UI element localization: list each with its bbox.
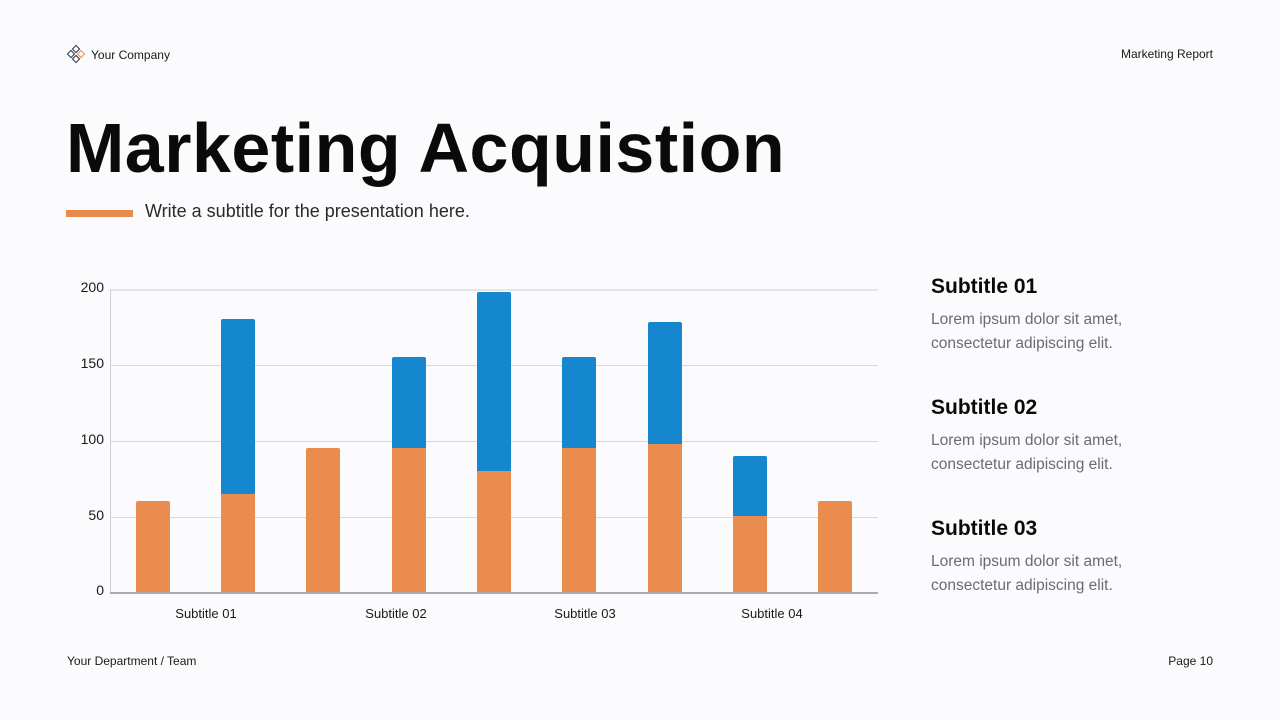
bar-segment-blue <box>477 292 511 471</box>
bar-column <box>477 0 511 592</box>
bar-column <box>221 0 255 592</box>
bar-segment-blue <box>391 357 426 449</box>
bar-column <box>391 0 426 592</box>
x-label-subtitle-01: Subtitle 01 <box>175 606 237 621</box>
note-subtitle-03: Subtitle 03 Lorem ipsum dolor sit amet, … <box>931 516 1231 598</box>
bar-column <box>733 0 767 592</box>
note-body-line: Lorem ipsum dolor sit amet, <box>931 311 1123 328</box>
page-title: Marketing Acquistion <box>66 109 786 187</box>
company-name: Your Company <box>91 48 170 62</box>
note-title: Subtitle 01 <box>931 275 1038 298</box>
note-subtitle-02: Subtitle 02 Lorem ipsum dolor sit amet, … <box>931 395 1231 477</box>
bar-column <box>818 0 853 592</box>
bar-segment-orange <box>306 448 341 592</box>
y-tick-100: 100 <box>80 431 104 447</box>
bar-segment-blue <box>733 455 767 517</box>
bar-column <box>647 0 682 592</box>
gridline-200 <box>110 289 878 291</box>
y-tick-150: 150 <box>80 355 104 371</box>
x-label-subtitle-04: Subtitle 04 <box>741 606 803 621</box>
note-title: Subtitle 02 <box>931 396 1038 419</box>
note-subtitle-01: Subtitle 01 Lorem ipsum dolor sit amet, … <box>931 274 1231 356</box>
note-body: Lorem ipsum dolor sit amet, consectetur … <box>931 429 1231 477</box>
note-body: Lorem ipsum dolor sit amet, consectetur … <box>931 308 1231 356</box>
note-body-line: Lorem ipsum dolor sit amet, <box>931 432 1123 449</box>
bar-segment-orange <box>818 501 853 592</box>
y-tick-50: 50 <box>88 507 104 523</box>
bar-segment-orange <box>733 516 767 592</box>
y-tick-0: 0 <box>96 582 104 598</box>
note-body-line: consectetur adipiscing elit. <box>931 335 1113 352</box>
x-axis-line <box>110 592 878 594</box>
report-label: Marketing Report <box>1120 47 1213 61</box>
x-label-subtitle-02: Subtitle 02 <box>365 606 427 621</box>
note-body: Lorem ipsum dolor sit amet, consectetur … <box>931 550 1231 598</box>
bar-segment-blue <box>562 357 597 449</box>
note-body-line: consectetur adipiscing elit. <box>931 577 1113 594</box>
bar-segment-blue <box>221 319 255 494</box>
footer-department: Your Department / Team <box>67 654 197 668</box>
note-body-line: consectetur adipiscing elit. <box>931 456 1113 473</box>
bar-segment-orange <box>135 501 170 592</box>
stacked-bar-chart: 200 150 100 50 0 Subtitle 01 Subtitle 02… <box>80 0 878 621</box>
bar-segment-orange <box>647 443 682 592</box>
bar-segment-blue <box>647 322 682 444</box>
note-body-line: Lorem ipsum dolor sit amet, <box>931 553 1123 570</box>
bar-column <box>135 0 170 592</box>
bar-column <box>562 0 597 592</box>
brand: Your Company <box>66 44 170 65</box>
note-title: Subtitle 03 <box>931 517 1038 540</box>
bar-segment-orange <box>562 448 597 592</box>
page-subtitle: Write a subtitle for the presentation he… <box>145 201 470 221</box>
page-number: Page 10 <box>1168 654 1213 668</box>
x-label-subtitle-03: Subtitle 03 <box>554 606 616 621</box>
subtitle-accent-bar <box>66 210 133 217</box>
bar-column <box>306 0 341 592</box>
bar-segment-orange <box>477 470 511 592</box>
bar-segment-orange <box>221 493 255 592</box>
y-axis-line <box>110 289 111 593</box>
y-tick-200: 200 <box>80 279 104 295</box>
bar-segment-orange <box>391 448 426 592</box>
